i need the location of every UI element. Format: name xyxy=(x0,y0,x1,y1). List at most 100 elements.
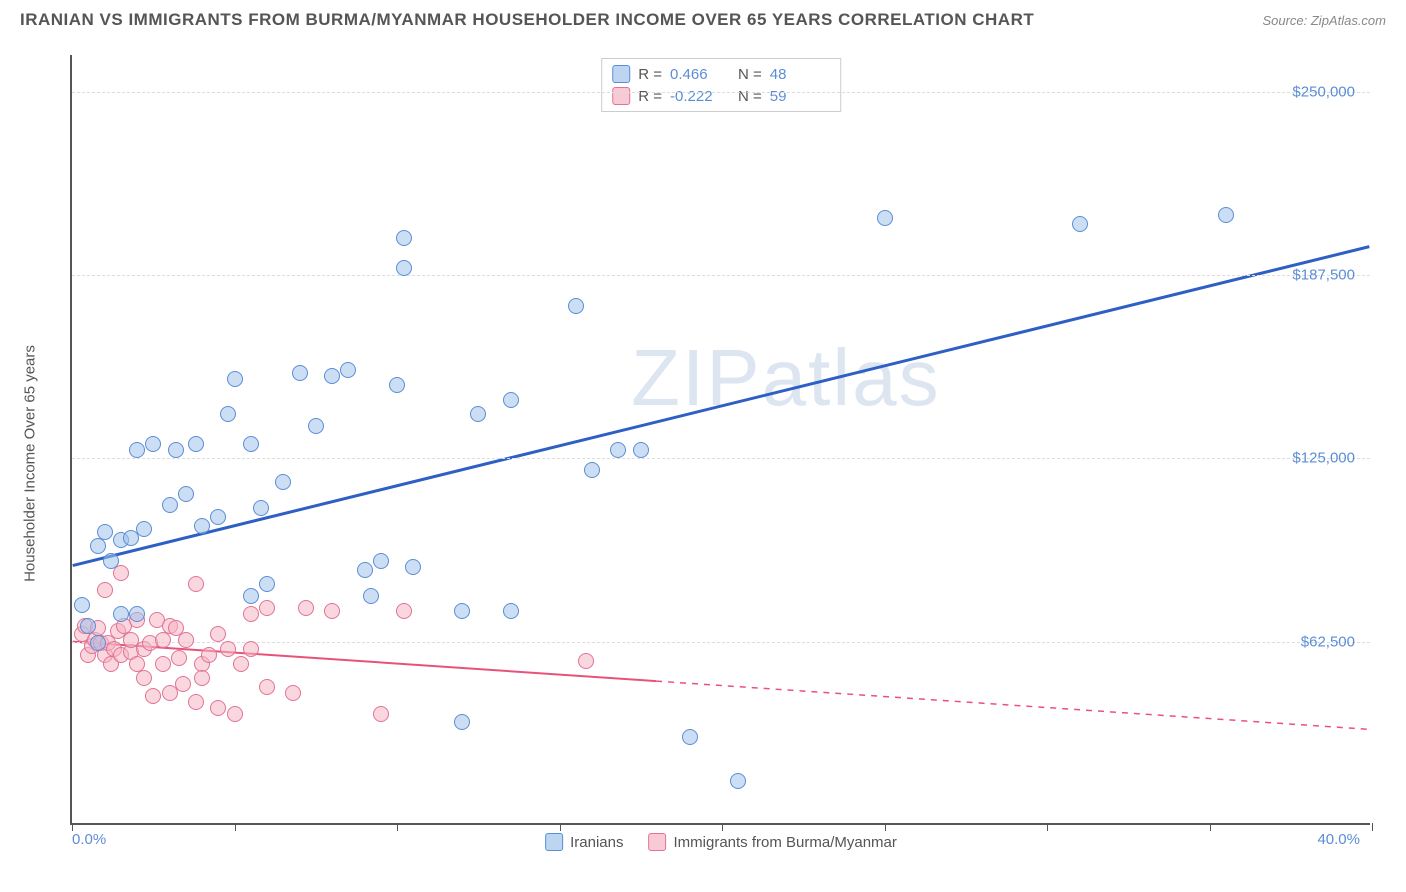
data-point xyxy=(324,368,340,384)
data-point xyxy=(730,773,746,789)
data-point xyxy=(259,576,275,592)
data-point xyxy=(129,442,145,458)
data-point xyxy=(357,562,373,578)
data-point xyxy=(285,685,301,701)
x-tick xyxy=(397,823,398,831)
data-point xyxy=(136,670,152,686)
data-point xyxy=(243,641,259,657)
watermark: ZIPatlas xyxy=(631,332,940,424)
data-point xyxy=(90,538,106,554)
data-point xyxy=(175,676,191,692)
data-point xyxy=(243,436,259,452)
data-point xyxy=(103,553,119,569)
legend-row: R = -0.222 N = 59 xyxy=(612,85,830,107)
plot-area: ZIPatlas R = 0.466 N = 48 R = -0.222 N =… xyxy=(70,55,1370,825)
data-point xyxy=(470,406,486,422)
x-tick xyxy=(1210,823,1211,831)
data-point xyxy=(80,618,96,634)
data-point xyxy=(633,442,649,458)
source-name: ZipAtlas.com xyxy=(1311,13,1386,28)
r-label: R = xyxy=(638,88,662,105)
data-point xyxy=(682,729,698,745)
data-point xyxy=(74,597,90,613)
trend-lines-layer xyxy=(72,55,1370,823)
x-tick xyxy=(72,823,73,831)
data-point xyxy=(578,653,594,669)
n-value: 48 xyxy=(770,66,830,83)
data-point xyxy=(503,392,519,408)
data-point xyxy=(396,260,412,276)
source-prefix: Source: xyxy=(1262,13,1310,28)
data-point xyxy=(340,362,356,378)
data-point xyxy=(220,641,236,657)
legend-label: Immigrants from Burma/Myanmar xyxy=(674,834,897,851)
data-point xyxy=(220,406,236,422)
data-point xyxy=(129,656,145,672)
data-point xyxy=(243,606,259,622)
source-attribution: Source: ZipAtlas.com xyxy=(1262,13,1386,28)
n-label: N = xyxy=(738,88,762,105)
data-point xyxy=(201,647,217,663)
data-point xyxy=(454,714,470,730)
data-point xyxy=(259,679,275,695)
data-point xyxy=(136,521,152,537)
data-point xyxy=(292,365,308,381)
data-point xyxy=(194,518,210,534)
legend-swatch xyxy=(649,833,667,851)
data-point xyxy=(178,486,194,502)
data-point xyxy=(210,509,226,525)
r-value: -0.222 xyxy=(670,88,730,105)
data-point xyxy=(97,524,113,540)
x-tick xyxy=(1372,823,1373,831)
data-point xyxy=(129,606,145,622)
series-legend: Iranians Immigrants from Burma/Myanmar xyxy=(545,833,897,851)
data-point xyxy=(308,418,324,434)
data-point xyxy=(503,603,519,619)
y-tick-label: $187,500 xyxy=(1292,267,1355,284)
data-point xyxy=(584,462,600,478)
data-point xyxy=(162,497,178,513)
data-point xyxy=(97,582,113,598)
page-title: IRANIAN VS IMMIGRANTS FROM BURMA/MYANMAR… xyxy=(20,10,1034,30)
data-point xyxy=(259,600,275,616)
data-point xyxy=(227,706,243,722)
x-tick xyxy=(722,823,723,831)
y-axis-label: Householder Income Over 65 years xyxy=(22,345,39,582)
data-point xyxy=(194,670,210,686)
x-tick xyxy=(1047,823,1048,831)
data-point xyxy=(145,436,161,452)
n-value: 59 xyxy=(770,88,830,105)
data-point xyxy=(373,706,389,722)
data-point xyxy=(155,656,171,672)
x-axis-min-label: 0.0% xyxy=(72,831,106,848)
legend-swatch xyxy=(612,87,630,105)
data-point xyxy=(168,442,184,458)
data-point xyxy=(188,694,204,710)
y-tick-label: $125,000 xyxy=(1292,450,1355,467)
data-point xyxy=(113,606,129,622)
r-value: 0.466 xyxy=(670,66,730,83)
legend-label: Iranians xyxy=(570,834,623,851)
x-tick xyxy=(885,823,886,831)
data-point xyxy=(1072,216,1088,232)
data-point xyxy=(210,700,226,716)
gridline xyxy=(72,642,1370,643)
r-label: R = xyxy=(638,66,662,83)
data-point xyxy=(188,436,204,452)
data-point xyxy=(298,600,314,616)
data-point xyxy=(389,377,405,393)
data-point xyxy=(188,576,204,592)
data-point xyxy=(877,210,893,226)
legend-swatch xyxy=(612,65,630,83)
data-point xyxy=(233,656,249,672)
gridline xyxy=(72,275,1370,276)
legend-item: Iranians xyxy=(545,833,623,851)
trend-line-solid xyxy=(73,247,1370,566)
data-point xyxy=(610,442,626,458)
data-point xyxy=(171,650,187,666)
data-point xyxy=(405,559,421,575)
data-point xyxy=(155,632,171,648)
gridline xyxy=(72,92,1370,93)
x-axis-max-label: 40.0% xyxy=(1317,831,1360,848)
x-tick xyxy=(560,823,561,831)
